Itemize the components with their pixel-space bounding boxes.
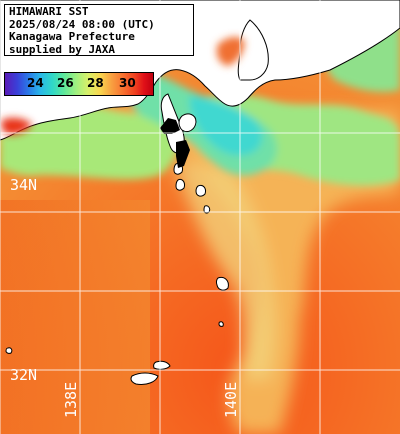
island-aogashima (218, 321, 224, 327)
lat-label-34n: 34N (10, 176, 38, 194)
island-hachijojima (215, 277, 229, 291)
info-panel: HIMAWARI SST 2025/08/24 08:00 (UTC) Kana… (4, 4, 194, 56)
island-mikurajima (203, 205, 211, 214)
island-miyakejima (195, 185, 206, 197)
colorbar-tick-24: 24 (27, 76, 44, 90)
colorbar-tick-26: 26 (57, 76, 74, 90)
island-small-west (5, 347, 13, 354)
sst-hot-spots (1, 37, 245, 135)
colorbar-tick-30: 30 (119, 76, 136, 90)
region-name: Kanagawa Prefecture (9, 30, 135, 43)
lon-label-138e: 138E (62, 381, 80, 418)
island-kozushima (175, 179, 185, 191)
sst-mid-band (0, 110, 400, 434)
observation-datetime: 2025/08/24 08:00 (UTC) (9, 17, 155, 31)
sst-colorbar: 24 26 28 30 (4, 72, 154, 96)
island-small-s (153, 360, 171, 370)
data-credit: supplied by JAXA (9, 42, 115, 56)
colorbar-tick-28: 28 (87, 76, 104, 90)
island-small-sw (130, 372, 159, 385)
dataset-title: HIMAWARI SST (9, 5, 89, 18)
lon-label-140e: 140E (222, 381, 240, 418)
island-oshima (178, 113, 197, 133)
cloud-mask-pixels (160, 118, 190, 168)
lat-label-32n: 32N (10, 366, 38, 384)
sea-surface-west (0, 200, 150, 434)
